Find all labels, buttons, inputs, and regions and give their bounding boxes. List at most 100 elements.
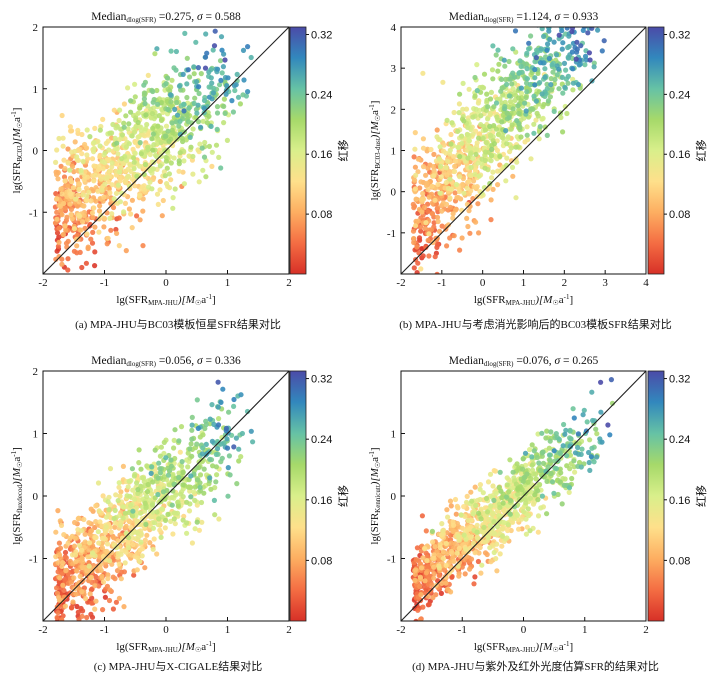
data-point [489, 67, 496, 73]
data-point [187, 446, 193, 452]
data-point [410, 228, 417, 234]
data-point [171, 437, 177, 443]
data-point [594, 454, 600, 460]
data-point [210, 90, 216, 96]
data-point [527, 528, 533, 534]
data-point [445, 222, 452, 228]
data-point [158, 153, 164, 159]
data-point [149, 464, 155, 470]
data-point [521, 474, 527, 481]
x-label-sub: MPA-JHU [148, 646, 178, 654]
data-point [589, 389, 595, 395]
data-point [206, 84, 212, 90]
data-point [116, 484, 122, 490]
data-point [154, 191, 161, 197]
x-tick-label: 1 [225, 624, 231, 636]
data-point [115, 498, 121, 504]
data-point [112, 524, 118, 530]
data-point [472, 550, 478, 556]
data-point [105, 235, 111, 241]
data-point [169, 502, 175, 508]
data-point [566, 489, 572, 495]
data-point [518, 90, 525, 96]
data-point [455, 144, 461, 151]
data-point [104, 174, 110, 180]
data-point [420, 604, 426, 610]
data-point [444, 507, 450, 513]
x-tick-label: -2 [38, 624, 47, 636]
data-point [509, 122, 515, 128]
x-label-end: ] [569, 641, 573, 653]
data-point [545, 98, 552, 104]
chart-title: Mediandlog(SFR) =0.076, σ = 0.265 [449, 355, 599, 368]
data-point [241, 77, 247, 83]
data-point [196, 179, 202, 185]
data-point [63, 567, 69, 574]
data-point [221, 96, 227, 102]
data-point [128, 211, 134, 217]
data-point [212, 512, 218, 518]
data-point [152, 520, 158, 526]
data-point [169, 120, 175, 126]
data-point [86, 563, 92, 569]
data-point [177, 449, 183, 455]
data-point [189, 427, 195, 433]
data-point [149, 514, 155, 520]
data-point [488, 197, 494, 203]
x-tick-label: -2 [396, 624, 405, 636]
data-point [137, 559, 143, 565]
data-point [151, 536, 157, 542]
data-point [466, 138, 472, 144]
data-point [481, 71, 488, 77]
data-point [176, 168, 182, 174]
data-point [474, 529, 480, 535]
data-point [123, 549, 129, 555]
y-label-post: )[M [369, 467, 381, 486]
data-point [238, 454, 244, 460]
data-point [600, 0, 605, 2]
data-point [215, 379, 221, 385]
data-point [56, 225, 62, 231]
data-point [84, 231, 90, 237]
x-tick-label: -1 [100, 277, 109, 289]
data-point [118, 522, 124, 529]
y-label-end: ] [369, 447, 381, 451]
data-point [122, 560, 128, 566]
data-point [236, 446, 242, 452]
data-point [140, 243, 146, 249]
data-point [482, 157, 488, 164]
data-point [88, 506, 94, 512]
data-point [535, 513, 542, 519]
data-point [517, 124, 523, 130]
data-point [515, 486, 521, 492]
data-point [158, 534, 164, 541]
data-point [211, 85, 217, 91]
data-point [67, 124, 73, 130]
data-point [546, 445, 552, 451]
y-tick-label: 2 [33, 366, 39, 378]
data-point [599, 439, 605, 445]
data-point [55, 508, 61, 514]
data-point [490, 186, 496, 192]
data-point [462, 571, 468, 577]
data-point [126, 206, 132, 212]
data-point [143, 112, 149, 118]
data-point [569, 475, 575, 482]
data-point [578, 464, 584, 470]
x-label-sun: ☉ [552, 646, 558, 654]
data-point [525, 137, 531, 143]
data-point [499, 495, 505, 501]
data-point [468, 164, 474, 171]
data-point [218, 399, 224, 405]
data-point [512, 28, 519, 34]
data-point [429, 582, 435, 588]
data-point [543, 468, 549, 475]
data-point [209, 80, 215, 86]
data-point [469, 498, 475, 504]
data-point [226, 453, 232, 459]
data-point [102, 594, 108, 600]
data-point [65, 160, 71, 166]
data-point [112, 135, 118, 141]
data-point [492, 468, 499, 474]
